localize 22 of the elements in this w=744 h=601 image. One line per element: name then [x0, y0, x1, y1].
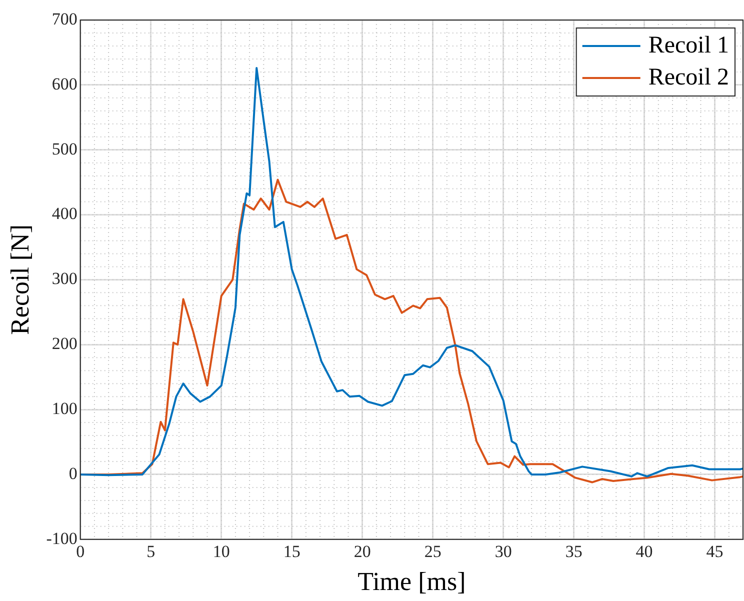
x-tick-label: 15 — [283, 542, 300, 562]
x-tick-label: 5 — [146, 542, 156, 562]
y-tick-label: -100 — [46, 528, 78, 548]
y-axis-title: Recoil [N] — [5, 224, 34, 335]
x-tick-label: 30 — [494, 542, 512, 562]
y-tick-label: 200 — [52, 334, 78, 354]
y-tick-label: 500 — [52, 139, 78, 158]
legend-label: Recoil 1 — [648, 32, 730, 58]
y-tick-label: 400 — [52, 204, 78, 224]
y-tick-label: 700 — [52, 9, 78, 28]
y-tick-label: 600 — [52, 74, 78, 94]
x-tick-label: 10 — [212, 542, 230, 562]
legend-label: Recoil 2 — [648, 64, 730, 90]
x-tick-label: 20 — [354, 542, 371, 562]
x-axis-title: Time [ms] — [358, 567, 466, 596]
x-tick-label: 45 — [706, 542, 724, 562]
y-tick-label: 0 — [68, 464, 78, 483]
x-tick-label: 40 — [636, 542, 653, 562]
y-tick-label: 100 — [52, 399, 78, 418]
x-tick-label: 25 — [424, 542, 442, 562]
y-tick-label: 300 — [52, 269, 78, 288]
x-tick-label: 35 — [565, 542, 582, 562]
